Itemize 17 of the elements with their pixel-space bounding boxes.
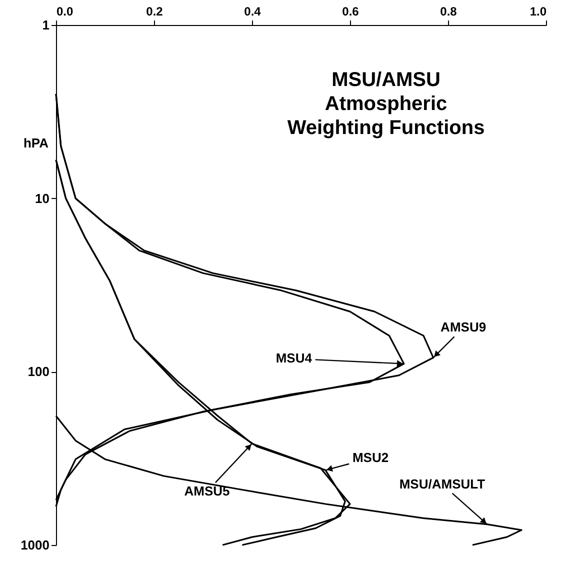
text: MSU/AMSU Atmospheric Weighting Functions [287,69,485,139]
y-axis-title: hPA [23,136,50,150]
annotation: AMSU5 [184,484,230,499]
annotation: MSU4 [276,350,313,366]
y-tick-label: 10 [35,190,50,206]
x-tick-label: 0.4 [244,4,262,18]
x-tick-label: 0.0 [56,4,74,18]
x-tick-label: 0.2 [146,4,164,18]
y-tick-label: 1000 [20,538,50,552]
annotation: MSU2 [352,450,389,466]
y-tick-label: 1 [42,18,50,32]
annotation: AMSU9 [440,320,486,335]
x-tick-label: 0.8 [440,4,458,18]
annotation: MSU/AMSULT [399,476,486,492]
y-tick-label: 100 [28,364,50,380]
x-tick-label: 1.0 [530,4,547,18]
x-tick-label: 0.6 [342,4,360,18]
